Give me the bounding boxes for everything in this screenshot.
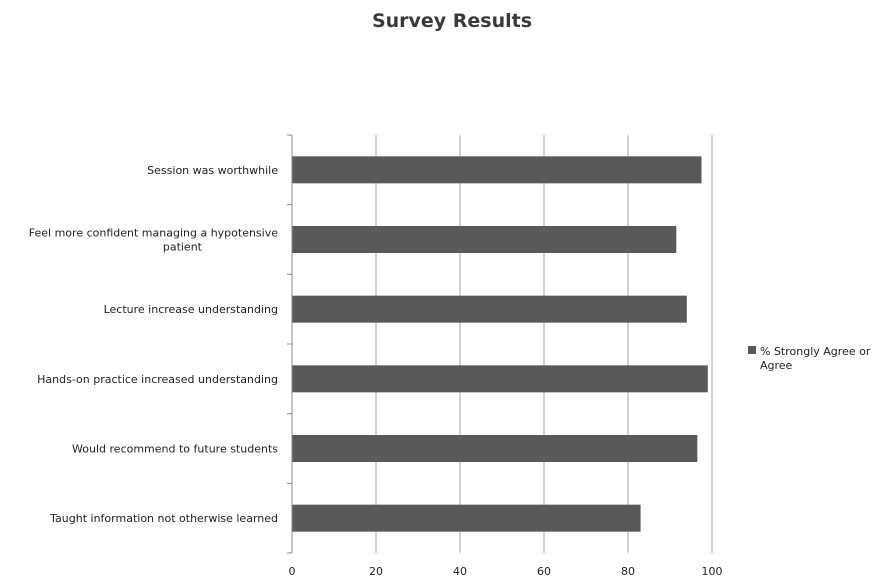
category-label: Hands-on practice increased understandin…	[37, 373, 278, 386]
x-tick-label: 0	[289, 565, 296, 578]
bar-6	[292, 504, 641, 532]
category-label-line: Session was worthwhile	[147, 164, 278, 177]
x-tick-label: 100	[702, 565, 723, 578]
bar-4	[292, 365, 708, 393]
legend-label-line: Agree	[760, 359, 793, 372]
legend: % Strongly Agree or Agree	[748, 345, 871, 372]
bar-layer	[292, 156, 708, 532]
category-label: Feel more confident managing a hypotensi…	[29, 227, 278, 254]
legend-swatch	[748, 346, 756, 354]
grid-layer	[375, 135, 713, 553]
bar-3	[292, 295, 687, 323]
category-label-line: Lecture increase understanding	[104, 303, 278, 316]
category-label: Taught information not otherwise learned	[49, 512, 278, 525]
category-label-line: patient	[163, 241, 203, 254]
bar-2	[292, 226, 677, 253]
x-tick-label: 40	[453, 565, 467, 578]
category-label: Lecture increase understanding	[104, 303, 278, 316]
category-label-line: Hands-on practice increased understandin…	[37, 373, 278, 386]
category-label: Session was worthwhile	[147, 164, 278, 177]
chart-title: Survey Results	[372, 10, 532, 32]
bar-1	[292, 156, 702, 184]
axis-layer: 0 20 40 60 80 100	[287, 134, 723, 578]
legend-label-line: % Strongly Agree or	[760, 345, 871, 358]
x-tick-label: 80	[621, 565, 635, 578]
category-label-line: Would recommend to future students	[72, 443, 278, 456]
x-tick-label: 20	[369, 565, 383, 578]
legend-label: % Strongly Agree or Agree	[760, 345, 871, 372]
x-tick-label: 60	[537, 565, 551, 578]
bar-5	[292, 435, 698, 462]
category-label: Would recommend to future students	[72, 443, 278, 456]
label-layer: Session was worthwhile Feel more confiden…	[29, 164, 278, 525]
category-label-line: Taught information not otherwise learned	[49, 512, 278, 525]
category-label-line: Feel more confident managing a hypotensi…	[29, 227, 278, 240]
